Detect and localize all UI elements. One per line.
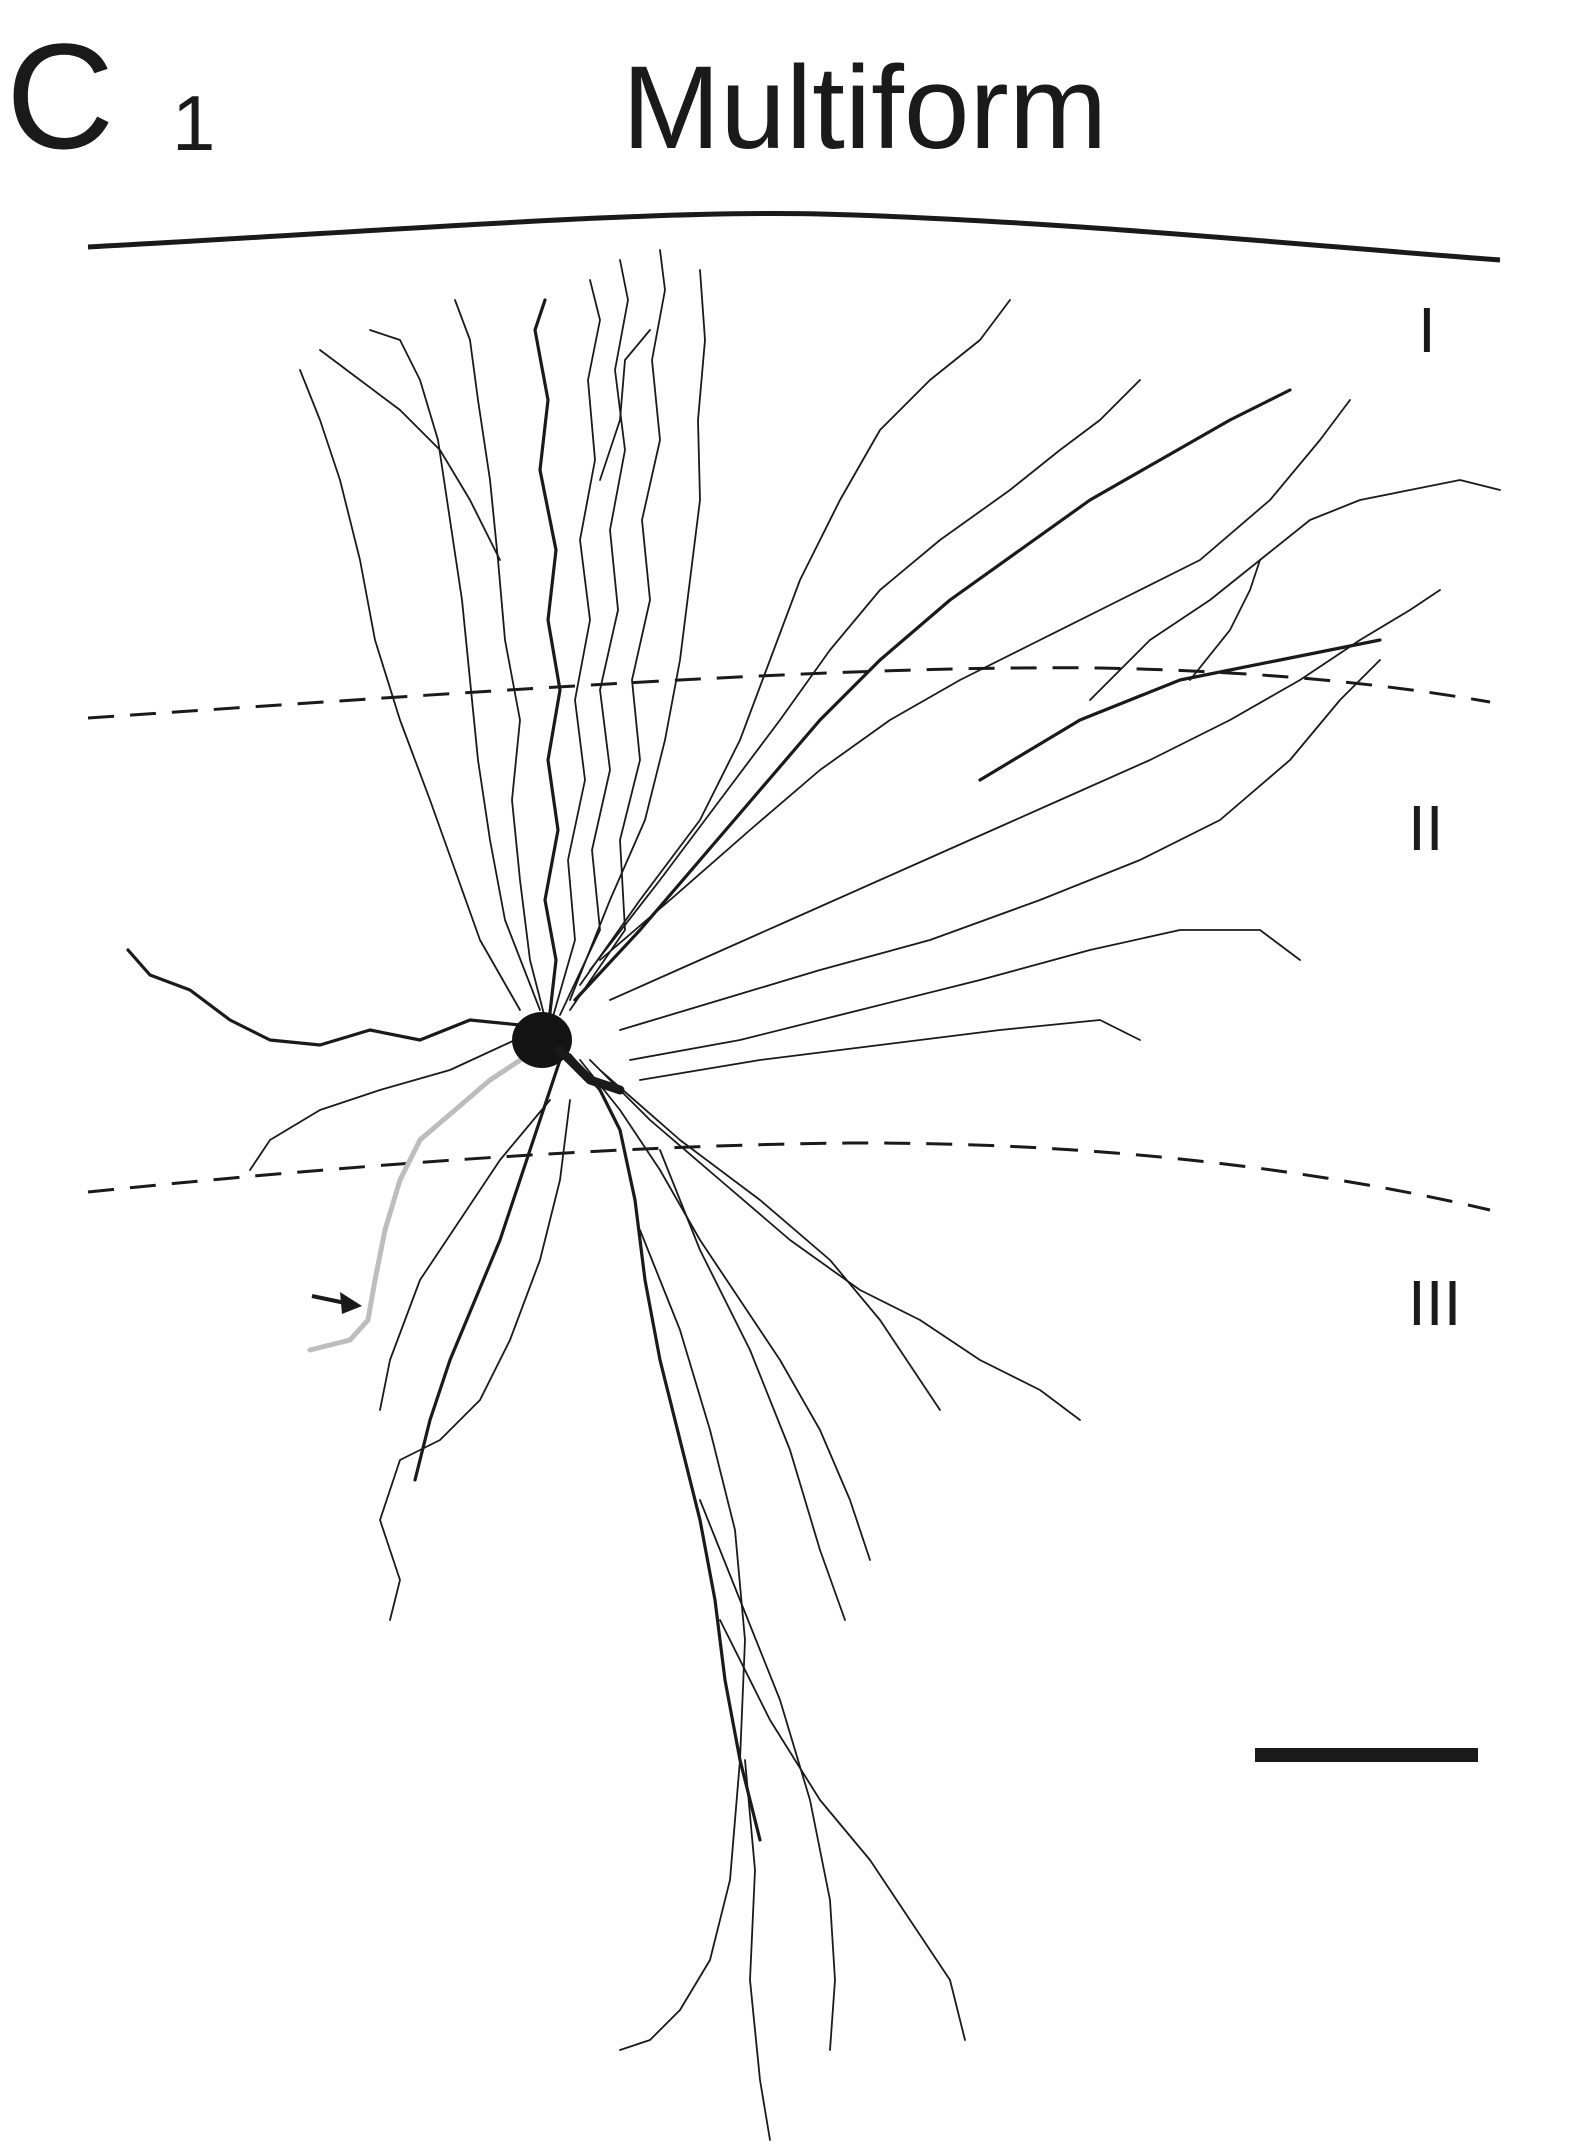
soma-process <box>555 1045 625 1095</box>
layer-label-III: III <box>1408 1267 1461 1339</box>
layer-boundary-II-III <box>87 1141 1491 1212</box>
figure-title: Multiform <box>622 42 1107 174</box>
panel-letter: C <box>6 12 114 180</box>
layer-label-I: I <box>1418 294 1436 366</box>
panel-number: 1 <box>172 79 215 167</box>
layer-label-II: II <box>1408 792 1444 864</box>
axon <box>307 1052 531 1353</box>
layer-boundary-I-II <box>87 666 1491 720</box>
dendritic-arbor <box>126 249 1501 2141</box>
neuron-soma <box>512 1012 572 1068</box>
pial-surface-line <box>87 211 1501 263</box>
axon-arrow-icon <box>311 1292 362 1314</box>
